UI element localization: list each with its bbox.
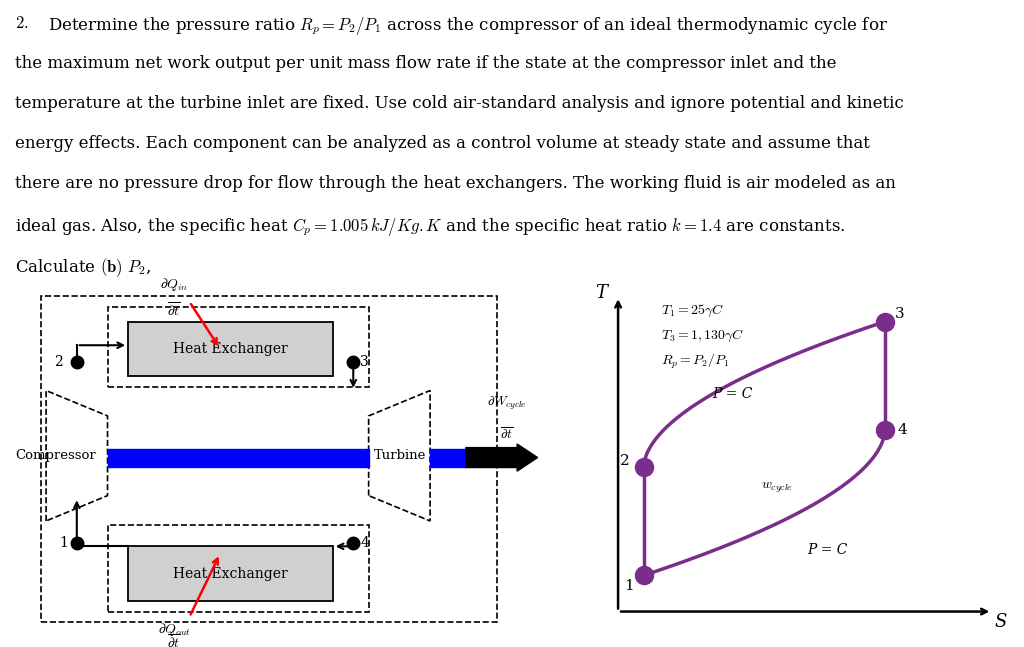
Text: 4: 4 — [360, 536, 369, 550]
Text: $w_{cycle}$: $w_{cycle}$ — [761, 481, 794, 496]
FancyBboxPatch shape — [430, 448, 466, 466]
Text: $T_1 = 25°C$: $T_1 = 25°C$ — [662, 303, 724, 319]
Text: $R_p = P_2/P_1$: $R_p = P_2/P_1$ — [662, 352, 730, 371]
Text: 2: 2 — [620, 454, 630, 468]
Text: $\overline{\partial t}$: $\overline{\partial t}$ — [167, 633, 181, 647]
Text: Calculate $\mathbf{(b)}$ $P_2$,: Calculate $\mathbf{(b)}$ $P_2$, — [15, 256, 152, 279]
Text: $\overline{\partial t}$: $\overline{\partial t}$ — [167, 302, 181, 320]
Text: Determine the pressure ratio $R_p = P_2/P_1$ across the compressor of an ideal t: Determine the pressure ratio $R_p = P_2/… — [48, 15, 889, 37]
Text: $\mathbf{2.}$: $\mathbf{2.}$ — [15, 15, 29, 32]
FancyArrow shape — [466, 444, 538, 471]
FancyBboxPatch shape — [108, 448, 369, 466]
Text: 2: 2 — [54, 355, 63, 369]
Text: 1: 1 — [59, 536, 69, 550]
Text: 3: 3 — [895, 307, 904, 322]
Text: energy effects. Each component can be analyzed as a control volume at steady sta: energy effects. Each component can be an… — [15, 135, 870, 152]
Text: ideal gas. Also, the specific heat $C_p =1.005\,kJ / Kg.K$ and the specific heat: ideal gas. Also, the specific heat $C_p … — [15, 215, 846, 237]
Text: 4: 4 — [897, 423, 907, 437]
Text: 1: 1 — [624, 579, 634, 593]
Text: Heat Exchanger: Heat Exchanger — [173, 342, 288, 356]
Text: T: T — [595, 283, 607, 302]
Text: S: S — [994, 613, 1007, 631]
Text: the maximum net work output per unit mass flow rate if the state at the compress: the maximum net work output per unit mas… — [15, 55, 837, 72]
Text: $\partial Q_{out}$: $\partial Q_{out}$ — [158, 620, 190, 637]
Text: temperature at the turbine inlet are fixed. Use cold air-standard analysis and i: temperature at the turbine inlet are fix… — [15, 95, 904, 112]
Text: P = C: P = C — [807, 543, 848, 557]
Text: $T_3 = 1,130°C$: $T_3 = 1,130°C$ — [662, 328, 744, 344]
Text: $\partial Q_{in}$: $\partial Q_{in}$ — [160, 276, 188, 292]
Text: 3: 3 — [360, 355, 369, 369]
Text: P = C: P = C — [713, 387, 753, 401]
Text: Compressor: Compressor — [15, 449, 96, 462]
FancyBboxPatch shape — [128, 546, 333, 600]
Text: $\overline{\partial t}$: $\overline{\partial t}$ — [501, 427, 513, 442]
FancyBboxPatch shape — [128, 322, 333, 376]
Text: Turbine: Turbine — [374, 449, 426, 462]
Text: $\partial W_{cycle}$: $\partial W_{cycle}$ — [487, 395, 526, 412]
Text: there are no pressure drop for flow through the heat exchangers. The working flu: there are no pressure drop for flow thro… — [15, 175, 896, 193]
Text: Heat Exchanger: Heat Exchanger — [173, 567, 288, 580]
